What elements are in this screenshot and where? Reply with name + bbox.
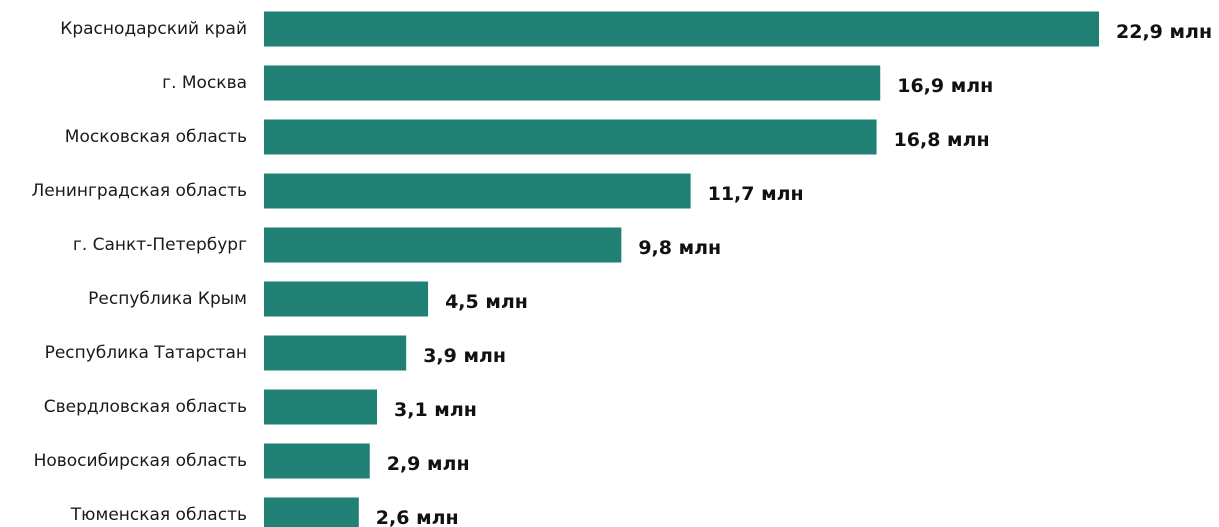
bar-row: Республика Татарстан 3,9 млн — [45, 335, 506, 371]
category-label: Свердловская область — [44, 397, 247, 417]
bar-row: Ленинградская область 11,7 млн — [31, 173, 804, 209]
bar — [264, 497, 359, 527]
value-label: 22,9 млн — [1116, 21, 1212, 43]
bar — [264, 65, 881, 101]
value-label: 16,8 млн — [894, 129, 990, 151]
category-label: Московская область — [65, 127, 247, 147]
value-label: 3,9 млн — [423, 345, 506, 367]
value-label: 3,1 млн — [394, 399, 477, 421]
value-label: 9,8 млн — [638, 237, 721, 259]
bar — [264, 335, 407, 371]
bar-row: Тюменская область 2,6 млн — [70, 497, 459, 527]
bar-row: г. Москва 16,9 млн — [162, 65, 993, 101]
bar-row: Новосибирская область 2,9 млн — [34, 443, 470, 479]
category-label: Краснодарский край — [60, 19, 247, 39]
bar-row: Свердловская область 3,1 млн — [44, 389, 477, 425]
value-label: 2,6 млн — [376, 507, 459, 527]
bar — [264, 227, 622, 263]
bar-row: Краснодарский край 22,9 млн — [60, 11, 1212, 47]
category-label: г. Москва — [162, 73, 247, 93]
bar — [264, 389, 378, 425]
bar-row: Московская область 16,8 млн — [65, 119, 990, 155]
bar — [264, 119, 877, 155]
bar-row: г. Санкт-Петербург 9,8 млн — [73, 227, 721, 263]
category-label: Республика Татарстан — [45, 343, 247, 363]
value-label: 16,9 млн — [897, 75, 993, 97]
category-label: Тюменская область — [70, 505, 247, 525]
value-label: 11,7 млн — [708, 183, 804, 205]
bar — [264, 443, 370, 479]
bar — [264, 11, 1099, 47]
value-label: 4,5 млн — [445, 291, 528, 313]
value-label: 2,9 млн — [387, 453, 470, 475]
category-label: Новосибирская область — [34, 451, 247, 471]
bar-row: Республика Крым 4,5 млн — [88, 281, 528, 317]
category-label: Ленинградская область — [31, 181, 247, 201]
bar — [264, 281, 429, 317]
category-label: Республика Крым — [88, 289, 247, 309]
category-label: г. Санкт-Петербург — [73, 235, 247, 255]
bar — [264, 173, 691, 209]
